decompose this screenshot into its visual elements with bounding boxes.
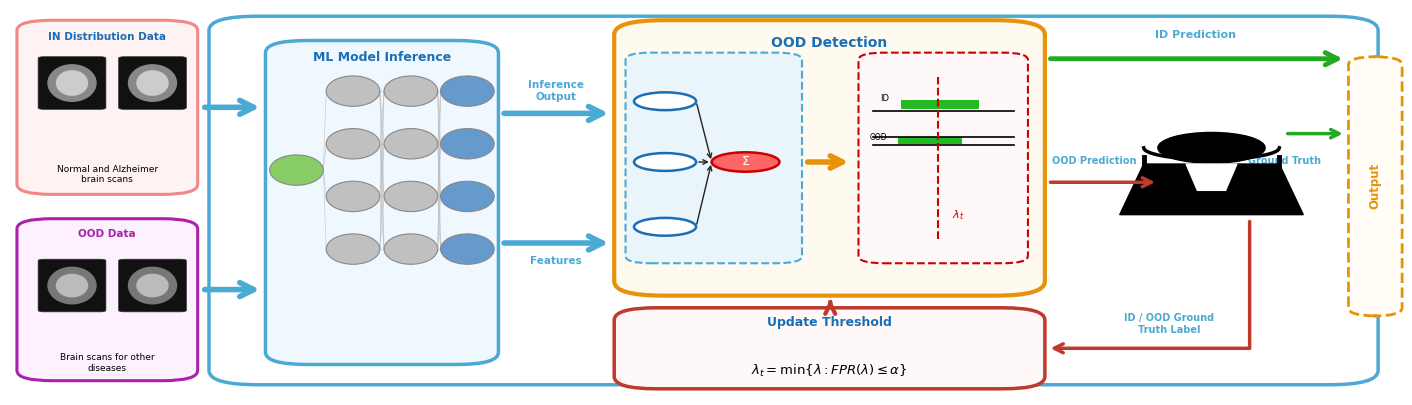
Polygon shape	[1186, 164, 1237, 190]
Circle shape	[634, 218, 696, 236]
Circle shape	[712, 152, 779, 172]
Text: Ground Truth: Ground Truth	[1248, 156, 1322, 166]
Ellipse shape	[48, 267, 96, 304]
Text: OOD Detection: OOD Detection	[771, 36, 888, 51]
Text: OOD Data: OOD Data	[79, 229, 136, 239]
Text: ID / OOD Ground
Truth Label: ID / OOD Ground Truth Label	[1124, 313, 1214, 335]
Ellipse shape	[384, 181, 438, 212]
Text: IN Distribution Data: IN Distribution Data	[48, 32, 167, 43]
FancyBboxPatch shape	[119, 57, 186, 109]
Ellipse shape	[441, 181, 494, 212]
Text: $\lambda_t$: $\lambda_t$	[952, 209, 964, 222]
Text: OOD: OOD	[870, 133, 887, 142]
FancyBboxPatch shape	[38, 57, 106, 109]
Ellipse shape	[326, 129, 380, 159]
Text: ID: ID	[880, 94, 888, 103]
Circle shape	[634, 92, 696, 110]
Text: Brain scans for other
diseases: Brain scans for other diseases	[59, 353, 155, 373]
FancyBboxPatch shape	[17, 219, 198, 381]
FancyBboxPatch shape	[17, 20, 198, 194]
Text: Update Threshold: Update Threshold	[767, 316, 892, 329]
Circle shape	[634, 153, 696, 171]
FancyBboxPatch shape	[901, 100, 979, 109]
FancyBboxPatch shape	[119, 259, 186, 312]
Text: OOD Prediction: OOD Prediction	[1052, 156, 1137, 166]
Text: Output: Output	[1368, 163, 1382, 209]
Ellipse shape	[384, 76, 438, 107]
Circle shape	[1158, 132, 1265, 163]
Ellipse shape	[384, 234, 438, 264]
Ellipse shape	[56, 275, 88, 296]
Text: Normal and Alzheimer
brain scans: Normal and Alzheimer brain scans	[56, 165, 158, 184]
FancyBboxPatch shape	[626, 53, 802, 263]
Ellipse shape	[56, 71, 88, 95]
Ellipse shape	[128, 267, 176, 304]
FancyBboxPatch shape	[614, 308, 1045, 389]
Polygon shape	[1120, 164, 1303, 215]
FancyBboxPatch shape	[209, 16, 1378, 385]
Ellipse shape	[48, 65, 96, 101]
Text: $\Sigma$: $\Sigma$	[741, 156, 750, 168]
FancyBboxPatch shape	[898, 137, 962, 144]
Ellipse shape	[441, 234, 494, 264]
Text: ID Prediction: ID Prediction	[1155, 30, 1237, 40]
Ellipse shape	[326, 234, 380, 264]
Text: $\lambda_t = \min\{\lambda : FPR(\lambda) \leq \alpha\}$: $\lambda_t = \min\{\lambda : FPR(\lambda…	[751, 362, 908, 379]
Ellipse shape	[441, 76, 494, 107]
Ellipse shape	[326, 181, 380, 212]
Ellipse shape	[441, 129, 494, 159]
Text: ML Model Inference: ML Model Inference	[313, 51, 450, 64]
Ellipse shape	[384, 129, 438, 159]
Ellipse shape	[326, 76, 380, 107]
Ellipse shape	[128, 65, 176, 101]
FancyBboxPatch shape	[265, 40, 498, 364]
FancyBboxPatch shape	[614, 20, 1045, 296]
FancyBboxPatch shape	[858, 53, 1028, 263]
Text: Features: Features	[531, 256, 582, 266]
Ellipse shape	[137, 275, 168, 296]
Text: Inference
Output: Inference Output	[528, 80, 585, 102]
FancyBboxPatch shape	[38, 259, 106, 312]
Ellipse shape	[137, 71, 168, 95]
FancyBboxPatch shape	[1348, 57, 1402, 316]
Ellipse shape	[270, 155, 323, 185]
